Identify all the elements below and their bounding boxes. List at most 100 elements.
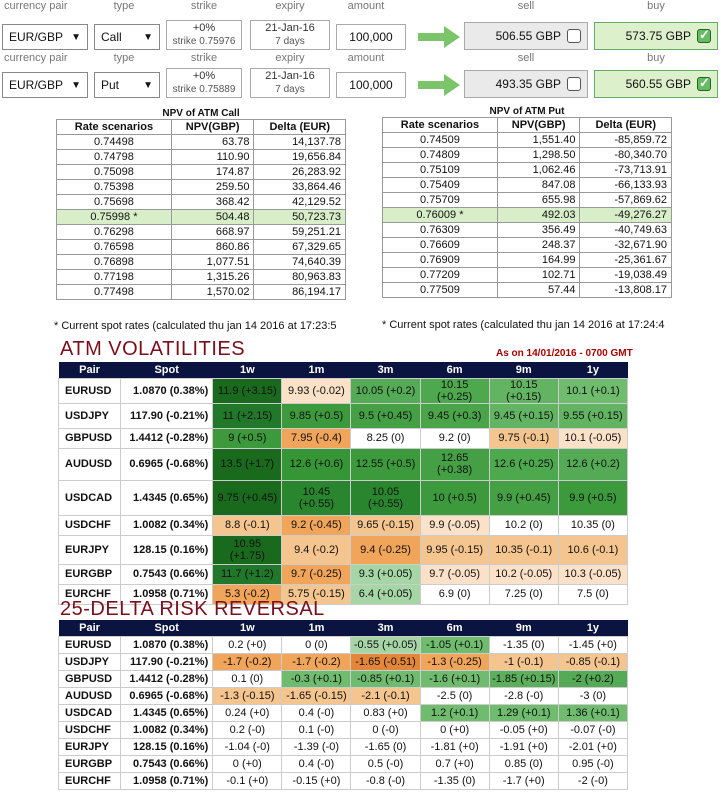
amount-field[interactable]: 100,000 — [336, 24, 406, 50]
pair-cell: EURCHF — [57, 583, 122, 605]
checkbox-icon[interactable] — [567, 29, 581, 43]
spot-cell: 117.90 (-0.21%) — [120, 402, 214, 429]
strike-rate: strike 0.75976 — [172, 36, 236, 47]
value-cell: 9.5 (+0.45) — [350, 402, 421, 429]
table-cell: 0.75398 — [56, 179, 172, 195]
spot-cell: 1.0870 (0.38%) — [120, 377, 214, 404]
column-header: 6m — [420, 620, 490, 636]
value-cell: 12.6 (+0.25) — [488, 447, 559, 481]
value-cell: 9.55 (+0.15) — [557, 402, 629, 429]
header-currency-pair: currency pair — [4, 52, 68, 64]
npv-put-note: * Current spot rates (calculated thu jan… — [382, 319, 665, 331]
atm-volatilities-title: ATM VOLATILITIES — [60, 338, 246, 360]
table-cell: 1,315.26 — [170, 269, 255, 285]
pair-cell: USDJPY — [57, 652, 122, 671]
value-cell: 10.15 (+0.15) — [488, 377, 559, 404]
currency-pair-select[interactable]: EUR/GBP ▼ — [2, 72, 88, 98]
sell-option[interactable]: 493.35 GBP — [464, 70, 588, 98]
spot-cell: 128.15 (0.16%) — [120, 737, 214, 756]
value-cell: -1.7 (-0.2) — [212, 652, 283, 671]
value-cell: 11.7 (+1.2) — [212, 563, 283, 585]
table-cell: 0.77498 — [56, 284, 172, 300]
table-cell: -80,340.70 — [579, 147, 672, 163]
value-cell: -0.15 (+0) — [281, 771, 352, 790]
table-cell: -73,713.91 — [579, 162, 672, 178]
value-cell: 10.3 (-0.05) — [557, 563, 629, 585]
spot-cell: 1.0958 (0.71%) — [120, 583, 214, 605]
table-cell: -13,808.17 — [579, 282, 672, 298]
table-cell: -19,038.49 — [579, 267, 672, 283]
header-buy: buy — [647, 52, 665, 64]
table-cell: 1,570.02 — [170, 284, 255, 300]
expiry-field[interactable]: 21-Jan-16 7 days — [250, 20, 330, 50]
value-cell: 0.83 (+0) — [350, 703, 421, 722]
value-cell: -1 (-0.1) — [488, 652, 559, 671]
table-row: 0.76298 668.97 59,251.21 — [56, 224, 346, 240]
expiry-days: 7 days — [275, 36, 305, 47]
table-cell: 0.76898 — [56, 254, 172, 270]
value-cell: -1.65 (-0.51) — [350, 652, 421, 671]
value-cell: 10.1 (+0.1) — [557, 377, 629, 404]
amount-field[interactable]: 100,000 — [336, 72, 406, 98]
table-cell: 0.76009 * — [382, 207, 498, 223]
table-cell: -85,859.72 — [579, 132, 672, 148]
type-select[interactable]: Call ▼ — [94, 24, 160, 50]
sell-option[interactable]: 506.55 GBP — [464, 22, 588, 50]
column-header: Delta (EUR) — [579, 117, 672, 133]
table-cell: 0.75698 — [56, 194, 172, 210]
value-cell: 0.2 (+0) — [212, 635, 283, 654]
buy-option[interactable]: 560.55 GBP — [594, 70, 718, 98]
table-row: USDCHF 1.0082 (0.34%) 8.8 (-0.1) 9.2 (-0.45… — [57, 514, 629, 536]
checkbox-checked-icon[interactable] — [697, 75, 711, 91]
buy-option[interactable]: 573.75 GBP — [594, 22, 718, 50]
table-row: 0.76598 860.86 67,329.65 — [56, 239, 346, 255]
strike-field[interactable]: +0% strike 0.75889 — [166, 68, 242, 98]
value-cell: -0.3 (+0.1) — [281, 669, 352, 688]
header-strike: strike — [190, 52, 218, 64]
spot-cell: 1.0870 (0.38%) — [120, 635, 214, 654]
table-cell: 356.49 — [496, 222, 581, 238]
pair-cell: EURUSD — [57, 377, 122, 404]
expiry-date: 21-Jan-16 — [265, 22, 315, 34]
type-select[interactable]: Put ▼ — [94, 72, 160, 98]
pair-cell: GBPUSD — [57, 669, 122, 688]
value-cell: 0.4 (-0) — [281, 754, 352, 773]
value-cell: 0.7 (+0) — [419, 754, 490, 773]
strike-rate: strike 0.75889 — [172, 84, 236, 95]
value-cell: 5.3 (-0.2) — [212, 583, 283, 605]
value-cell: 9.65 (-0.15) — [350, 514, 421, 536]
table-row: 0.76309 356.49 -40,749.63 — [382, 222, 672, 238]
value-cell: 10.15 (+0.25) — [419, 377, 490, 404]
header-type: type — [113, 0, 135, 12]
value-cell: -0.05 (+0) — [488, 720, 559, 739]
table-row: 0.75709 655.98 -57,869.62 — [382, 192, 672, 208]
table-cell: 0.75709 — [382, 192, 498, 208]
spot-cell: 117.90 (-0.21%) — [120, 652, 214, 671]
expiry-field[interactable]: 21-Jan-16 7 days — [250, 68, 330, 98]
value-cell: 7.25 (0) — [488, 583, 559, 605]
table-cell: 0.76909 — [382, 252, 498, 268]
table-cell: 14,137.78 — [253, 134, 346, 150]
table-cell: 67,329.65 — [253, 239, 346, 255]
currency-pair-value: EUR/GBP — [9, 30, 64, 44]
value-cell: 0.2 (-0) — [212, 720, 283, 739]
value-cell: 13.5 (+1.7) — [212, 447, 283, 481]
value-cell: 10.1 (-0.05) — [557, 427, 629, 449]
table-cell: 19,656.84 — [253, 149, 346, 165]
table-row: 0.76898 1,077.51 74,640.39 — [56, 254, 346, 270]
column-header: Spot — [120, 362, 213, 378]
checkbox-checked-icon[interactable] — [697, 27, 711, 43]
header-buy: buy — [647, 0, 665, 12]
checkbox-icon[interactable] — [567, 77, 581, 91]
table-row: 0.77198 1,315.26 80,963.83 — [56, 269, 346, 285]
pair-cell: GBPUSD — [57, 427, 122, 449]
pair-cell: EURCHF — [57, 771, 122, 790]
table-row: 0.74498 63.78 14,137.78 — [56, 134, 346, 150]
strike-field[interactable]: +0% strike 0.75976 — [166, 20, 242, 50]
value-cell: -2.8 (-0) — [488, 686, 559, 705]
currency-pair-select[interactable]: EUR/GBP ▼ — [2, 24, 88, 50]
table-cell: -40,749.63 — [579, 222, 672, 238]
table-cell: 0.74809 — [382, 147, 498, 163]
expiry-date: 21-Jan-16 — [265, 70, 315, 82]
header-expiry: expiry — [275, 0, 305, 12]
